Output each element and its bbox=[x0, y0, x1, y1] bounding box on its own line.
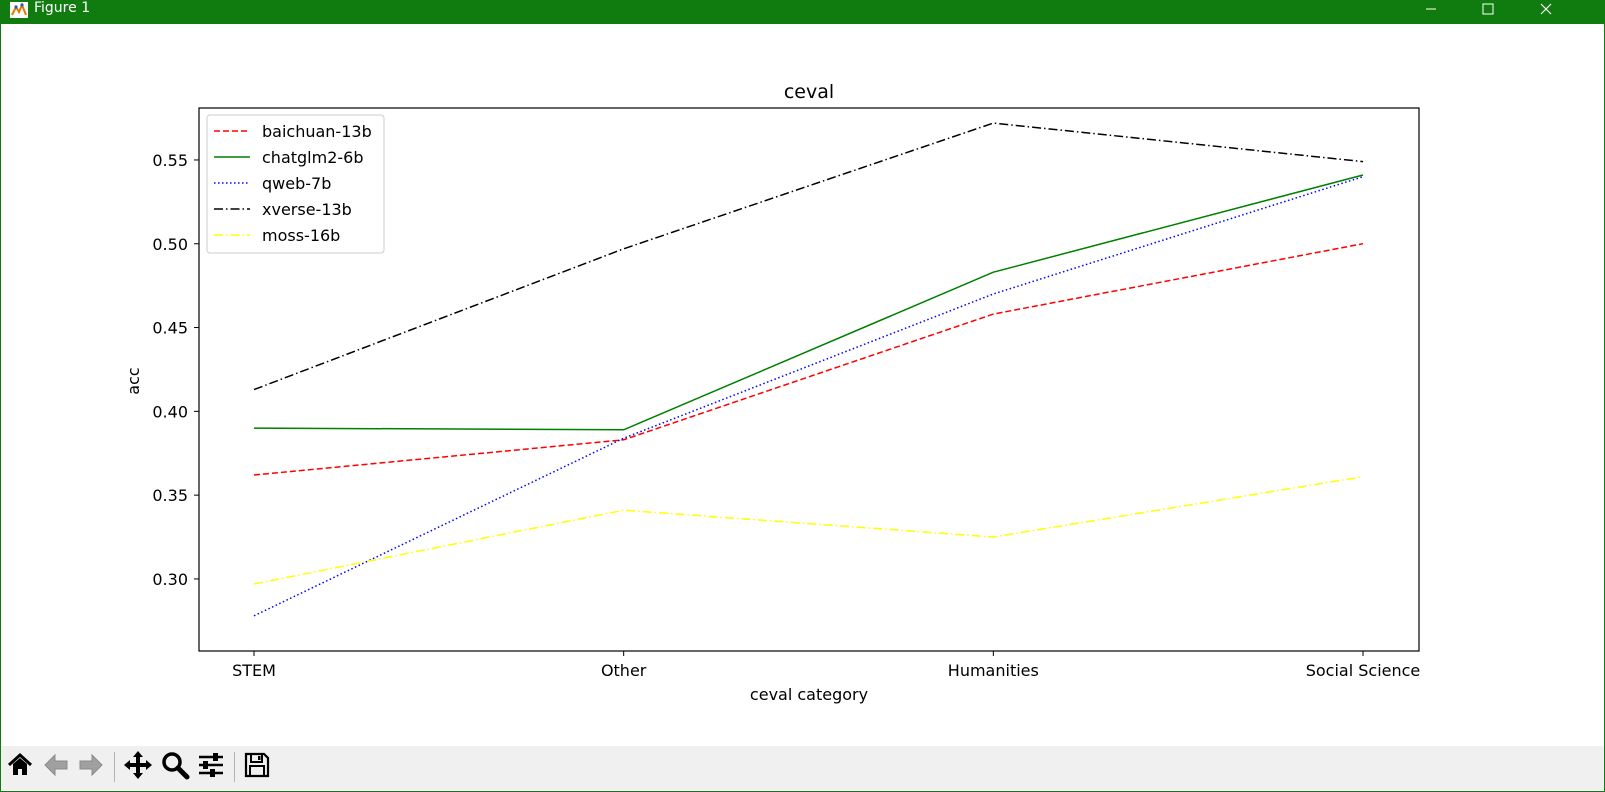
legend: baichuan-13b chatglm2-6b qweb-7b xverse-13b… bbox=[206, 114, 385, 254]
y-tick-label: 0.45 bbox=[152, 319, 188, 338]
zoom-button[interactable] bbox=[158, 750, 192, 784]
y-tick-label: 0.50 bbox=[152, 235, 188, 254]
chart-title: ceval bbox=[784, 81, 834, 103]
minimize-icon bbox=[1425, 0, 1437, 19]
legend-label: moss-16b bbox=[262, 226, 340, 245]
pan-button[interactable] bbox=[121, 750, 155, 784]
save-button[interactable] bbox=[240, 750, 274, 784]
x-tick-label: Social Science bbox=[1306, 661, 1421, 680]
app-icon bbox=[9, 1, 29, 19]
x-axis-ticks: STEM Other Humanities Social Science bbox=[232, 651, 1420, 680]
series-line-qweb-7b bbox=[253, 175, 1364, 617]
x-axis-label: ceval category bbox=[750, 685, 868, 704]
x-tick-label: STEM bbox=[232, 661, 276, 680]
x-tick-label: Humanities bbox=[948, 661, 1039, 680]
series-line-xverse-13b bbox=[253, 122, 1364, 391]
y-tick-label: 0.55 bbox=[152, 151, 188, 170]
title-bar[interactable]: Figure 1 bbox=[0, 0, 1605, 24]
close-icon bbox=[1540, 0, 1552, 19]
y-axis-ticks: 0.30 0.35 0.40 0.45 0.50 0.55 bbox=[152, 151, 199, 589]
y-axis-label: acc bbox=[124, 367, 143, 394]
magnifier-icon bbox=[160, 750, 190, 784]
floppy-disk-icon bbox=[243, 751, 271, 783]
legend-label: xverse-13b bbox=[262, 200, 352, 219]
close-button[interactable] bbox=[1517, 0, 1575, 18]
arrow-right-icon bbox=[77, 751, 105, 783]
legend-box bbox=[206, 114, 385, 254]
y-tick-label: 0.35 bbox=[152, 486, 188, 505]
legend-label: chatglm2-6b bbox=[262, 148, 364, 167]
toolbar-separator bbox=[114, 752, 115, 782]
toolbar-separator bbox=[234, 752, 235, 782]
arrow-left-icon bbox=[42, 751, 70, 783]
series-line-moss-16b bbox=[253, 475, 1364, 585]
move-icon bbox=[123, 750, 153, 784]
minimize-button[interactable] bbox=[1402, 0, 1460, 18]
maximize-icon bbox=[1482, 0, 1494, 19]
maximize-button[interactable] bbox=[1459, 0, 1517, 18]
y-tick-label: 0.40 bbox=[152, 402, 188, 421]
y-tick-label: 0.30 bbox=[152, 570, 188, 589]
figure-canvas[interactable]: 0.30 0.35 0.40 0.45 0.50 0.55 STEM Other Humani… bbox=[1, 24, 1604, 746]
legend-label: baichuan-13b bbox=[262, 122, 372, 141]
home-button[interactable] bbox=[3, 750, 37, 784]
configure-subplots-button[interactable] bbox=[194, 750, 228, 784]
back-button[interactable] bbox=[39, 750, 73, 784]
navigation-toolbar bbox=[1, 746, 1604, 790]
x-tick-label: Other bbox=[601, 661, 647, 680]
series-line-chatglm2-6b bbox=[253, 174, 1364, 431]
line-chart: 0.30 0.35 0.40 0.45 0.50 0.55 STEM Other Humani… bbox=[124, 81, 1420, 704]
series-line-baichuan-13b bbox=[253, 242, 1364, 476]
legend-label: qweb-7b bbox=[262, 174, 331, 193]
plot-frame bbox=[198, 107, 1420, 652]
sliders-icon bbox=[196, 750, 226, 784]
series-layer bbox=[253, 122, 1364, 617]
home-icon bbox=[6, 751, 34, 783]
forward-button[interactable] bbox=[74, 750, 108, 784]
window-title: Figure 1 bbox=[34, 0, 91, 16]
